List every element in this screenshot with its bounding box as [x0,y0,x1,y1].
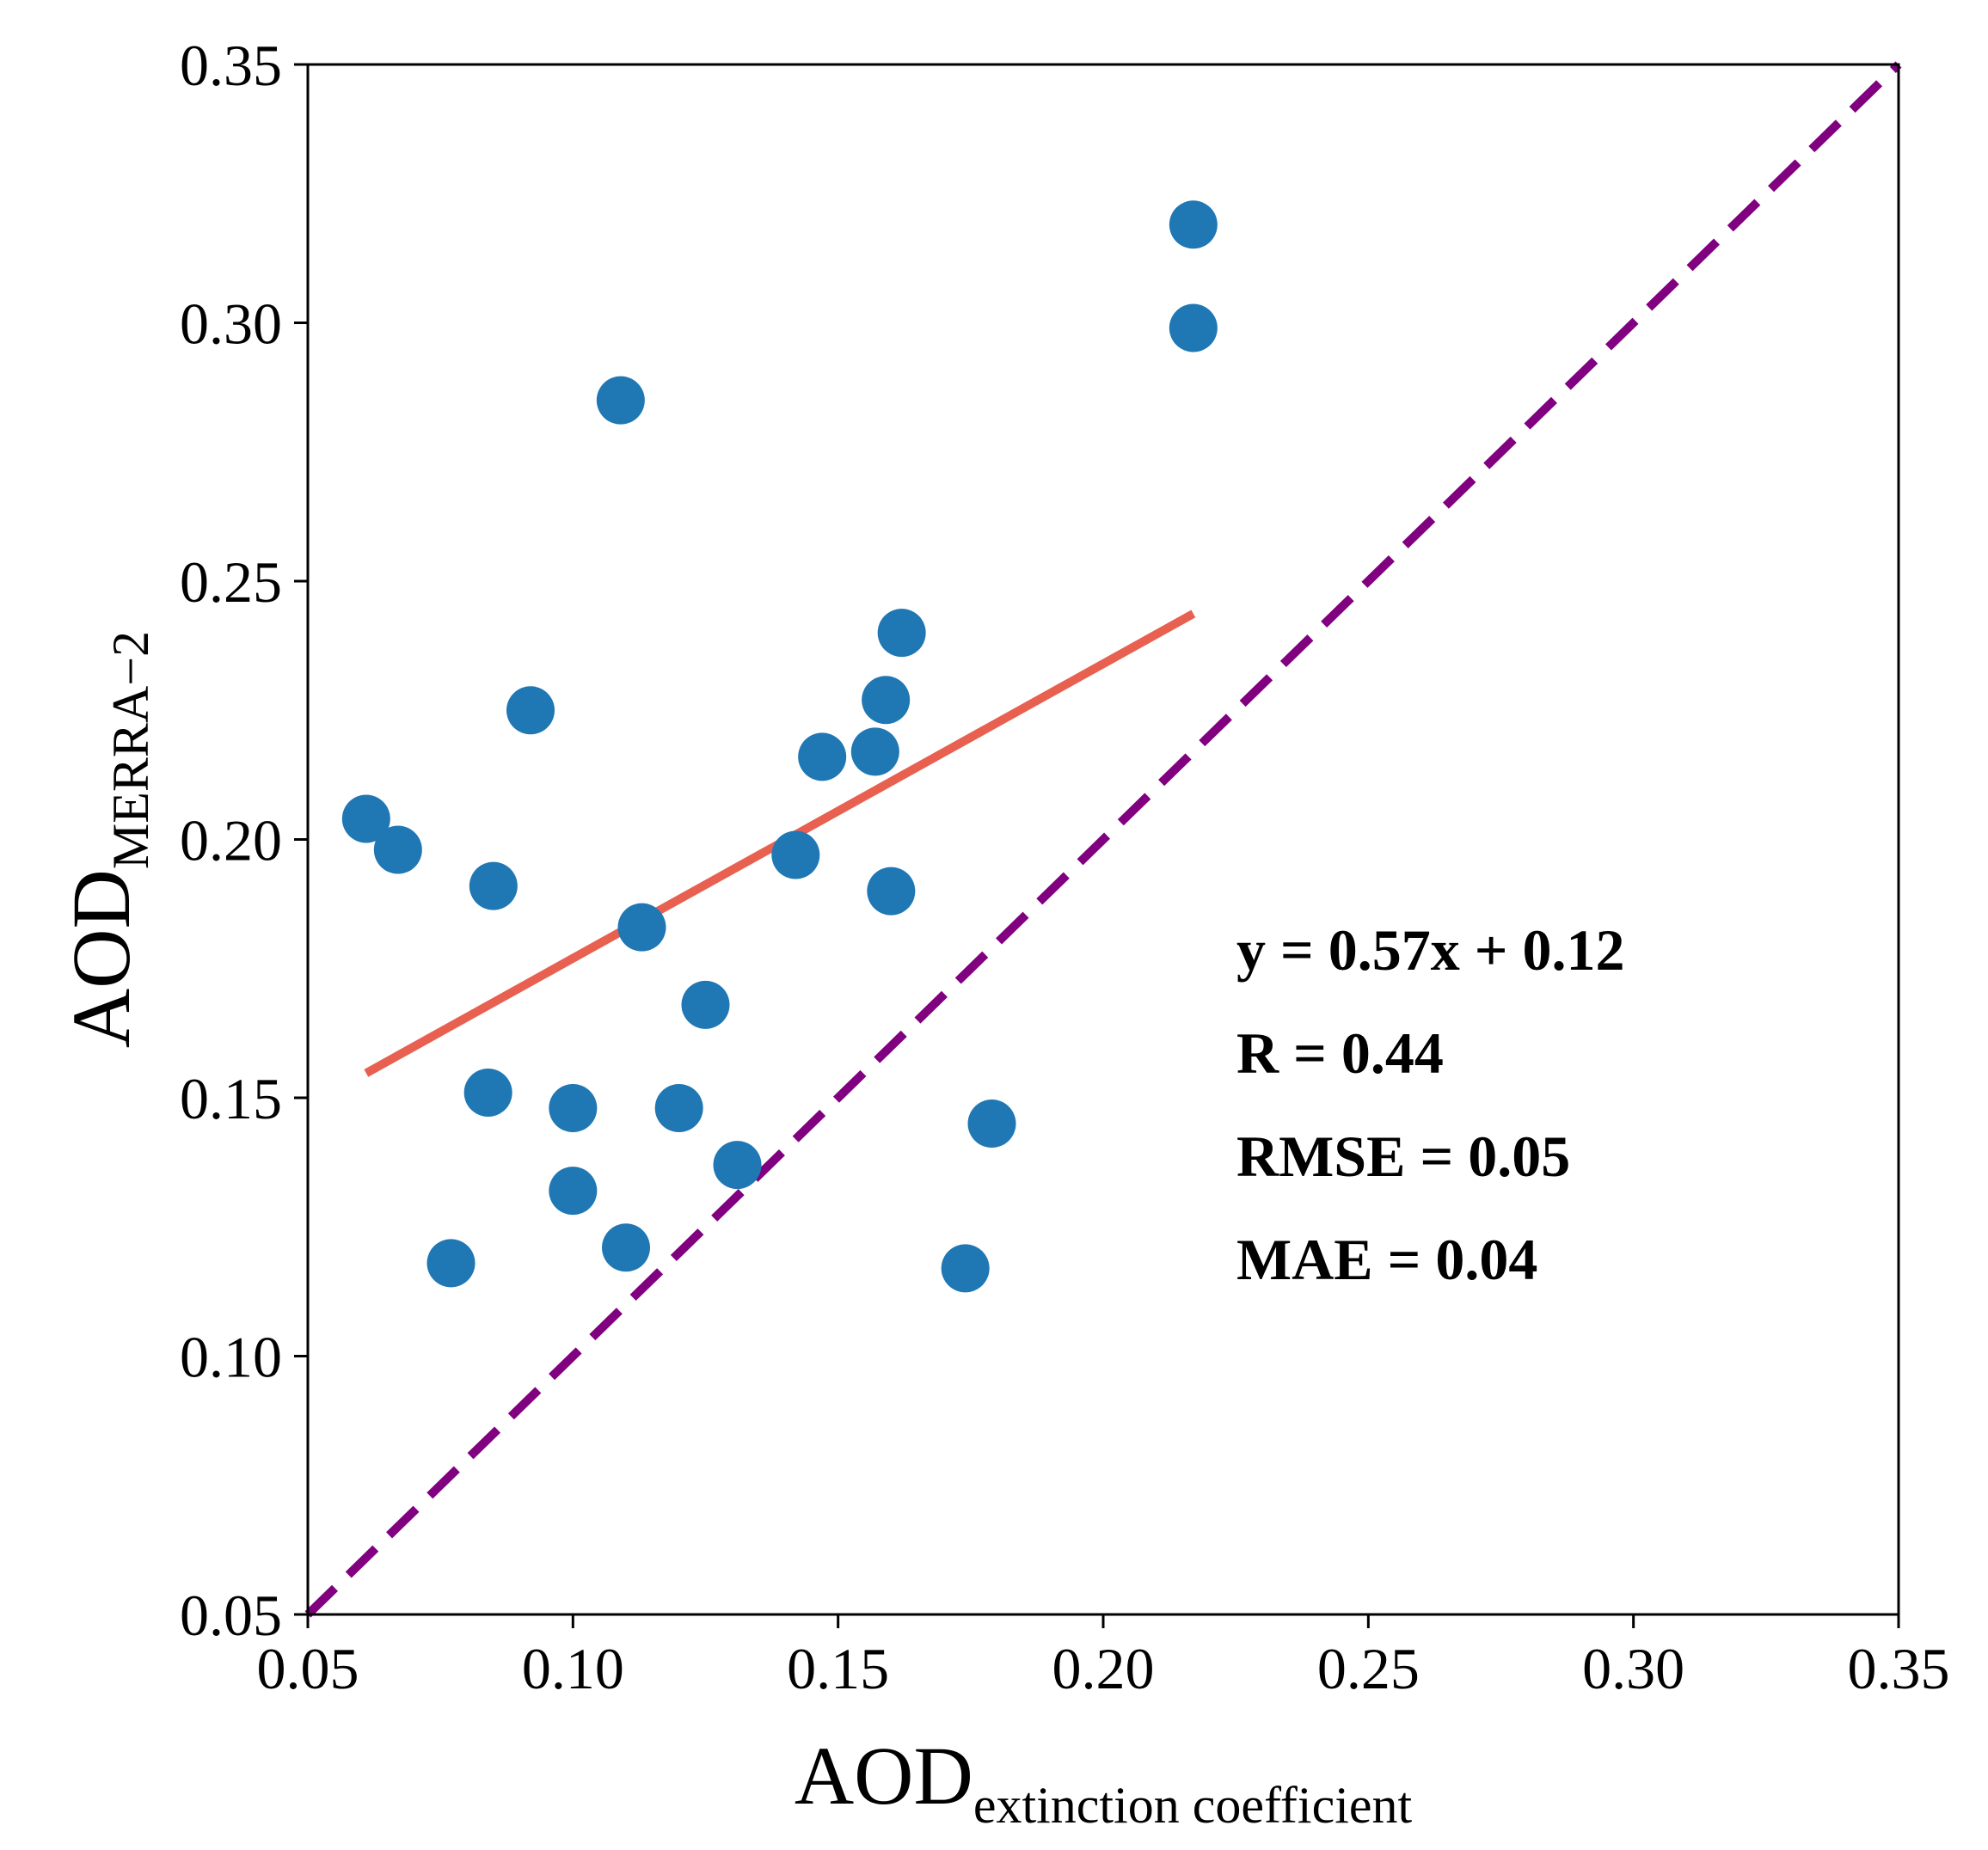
x-axis-ticks: 0.05 0.10 0.15 0.20 0.25 0.30 0.35 [257,1614,1950,1701]
data-point [867,867,916,916]
regression-stats: y = 0.57x + 0.12 R = 0.44 RMSE = 0.05 MA… [1236,917,1625,1292]
x-tick-label: 0.20 [1052,1636,1155,1701]
stat-equation: y = 0.57x + 0.12 [1236,917,1625,983]
y-axis-title: AODMERRA−2 [55,631,159,1048]
x-tick-label: 0.35 [1848,1636,1950,1701]
x-tick-label: 0.15 [787,1636,889,1701]
data-point [596,376,645,425]
data-point [1169,303,1218,352]
y-tick-label: 0.10 [180,1325,282,1390]
x-axis-title-subscript: extinction coefficient [973,1777,1413,1834]
data-point [373,825,422,874]
y-tick-label: 0.15 [180,1066,282,1131]
reference-line-layer [304,61,1902,1618]
data-point [862,676,911,725]
x-tick-label: 0.05 [257,1636,359,1701]
data-point [341,794,390,843]
data-point [469,861,518,910]
y-tick-label: 0.20 [180,808,282,873]
data-point [602,1223,650,1272]
x-axis-title-main: AOD [795,1730,973,1822]
y-axis-ticks: 0.05 0.10 0.15 0.20 0.25 0.30 0.35 [180,33,308,1648]
y-axis-title-subscript: MERRA−2 [102,631,159,869]
x-tick-label: 0.30 [1582,1636,1684,1701]
data-point [877,609,926,658]
reference-line [304,61,1902,1618]
data-point [549,1167,598,1216]
data-point [681,980,730,1029]
data-point [617,903,666,952]
data-point [1169,200,1218,249]
y-tick-label: 0.35 [180,33,282,98]
data-point [771,830,820,879]
x-axis-title: AODextinction coefficient [795,1730,1413,1834]
data-point [549,1084,598,1133]
data-points-layer [341,200,1218,1293]
data-point [798,732,847,781]
stat-r: R = 0.44 [1236,1020,1444,1086]
y-tick-label: 0.30 [180,291,282,357]
y-axis-title-main: AOD [55,869,147,1048]
stat-rmse: RMSE = 0.05 [1236,1124,1570,1189]
x-tick-label: 0.10 [522,1636,624,1701]
y-tick-label: 0.25 [180,549,282,615]
data-point [941,1244,990,1293]
data-point [463,1068,512,1117]
y-tick-label: 0.05 [180,1583,282,1648]
data-point [967,1100,1016,1149]
data-point [506,686,555,735]
data-point [713,1141,762,1190]
data-point [850,727,899,776]
stat-mae: MAE = 0.04 [1236,1227,1537,1292]
data-point [426,1239,476,1288]
x-tick-label: 0.25 [1317,1636,1420,1701]
data-point [654,1084,703,1133]
